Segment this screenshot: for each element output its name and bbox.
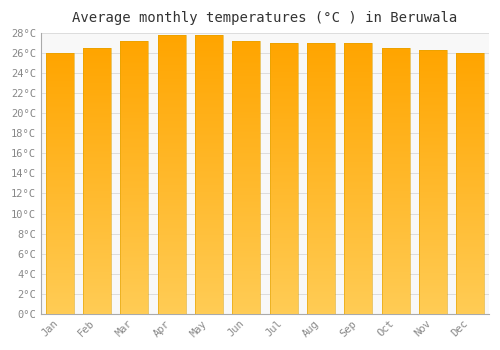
- Title: Average monthly temperatures (°C ) in Beruwala: Average monthly temperatures (°C ) in Be…: [72, 11, 458, 25]
- Bar: [344, 43, 372, 314]
- Bar: [120, 41, 148, 314]
- Bar: [382, 48, 409, 314]
- Bar: [158, 35, 186, 314]
- Bar: [232, 41, 260, 314]
- Bar: [456, 53, 484, 314]
- Bar: [307, 43, 335, 314]
- Bar: [46, 53, 74, 314]
- Bar: [83, 48, 111, 314]
- Bar: [419, 50, 447, 314]
- Bar: [195, 35, 223, 314]
- Bar: [270, 43, 297, 314]
